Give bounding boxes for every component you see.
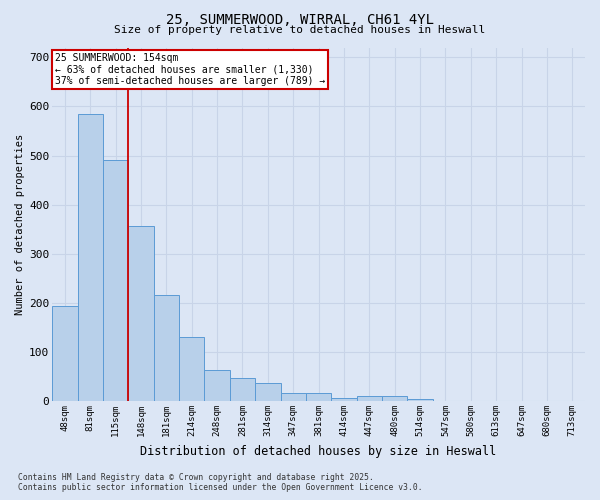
Bar [255,384,281,401]
Bar [128,226,154,401]
Bar [382,396,407,401]
Text: Contains HM Land Registry data © Crown copyright and database right 2025.
Contai: Contains HM Land Registry data © Crown c… [18,473,422,492]
Bar [179,338,205,401]
X-axis label: Distribution of detached houses by size in Heswall: Distribution of detached houses by size … [140,444,497,458]
Text: 25 SUMMERWOOD: 154sqm
← 63% of detached houses are smaller (1,330)
37% of semi-d: 25 SUMMERWOOD: 154sqm ← 63% of detached … [55,53,325,86]
Bar [331,398,356,401]
Bar [407,398,433,401]
Bar [306,394,331,401]
Text: 25, SUMMERWOOD, WIRRAL, CH61 4YL: 25, SUMMERWOOD, WIRRAL, CH61 4YL [166,12,434,26]
Bar [230,378,255,401]
Text: Size of property relative to detached houses in Heswall: Size of property relative to detached ho… [115,25,485,35]
Y-axis label: Number of detached properties: Number of detached properties [15,134,25,315]
Bar [52,306,77,401]
Bar [154,294,179,401]
Bar [281,393,306,401]
Bar [356,396,382,401]
Bar [77,114,103,401]
Bar [103,160,128,401]
Bar [205,370,230,401]
